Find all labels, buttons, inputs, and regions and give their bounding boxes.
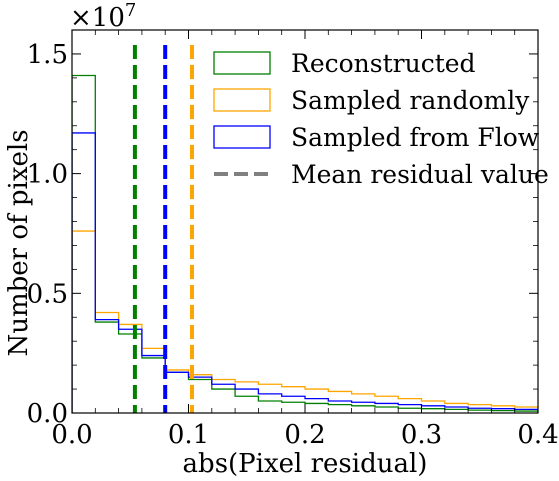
mean-lines — [132, 45, 194, 413]
legend: Reconstructed Sampled randomly Sampled fro… — [213, 49, 549, 189]
legend-entry-1: Sampled randomly — [213, 86, 530, 115]
x-tick-label-1: 0.1 — [168, 420, 209, 450]
x-tick-label-2: 0.2 — [284, 420, 325, 450]
y-tick-label-0: 0.0 — [27, 399, 68, 429]
x-tick-label-4: 0.4 — [517, 420, 558, 450]
y-tick-label-1: 0.5 — [27, 279, 68, 309]
x-axis-label: abs(Pixel residual) — [183, 449, 428, 479]
legend-entry-0: Reconstructed — [213, 49, 476, 78]
legend-swatch-1 — [213, 88, 271, 112]
x-tick-label-3: 0.3 — [401, 420, 442, 450]
y-multiplier-base: ×10 — [70, 3, 125, 33]
x-tick-label-0: 0.0 — [51, 420, 92, 450]
y-axis-label: Number of pixels — [4, 129, 34, 356]
ticks: 0.0 0.1 0.2 0.3 0.4 0.0 0.5 1.0 1.5 — [27, 29, 559, 450]
series-sampled-randomly — [72, 230, 538, 413]
y-multiplier-exponent: 7 — [125, 0, 136, 21]
legend-swatch-0 — [213, 51, 271, 75]
legend-label-3: Mean residual value — [291, 160, 549, 189]
legend-label-2: Sampled from Flow — [291, 123, 540, 152]
legend-entry-3: Mean residual value — [214, 160, 549, 189]
legend-label-0: Reconstructed — [291, 49, 476, 78]
y-tick-label-2: 1.0 — [27, 160, 68, 190]
legend-entry-2: Sampled from Flow — [213, 123, 540, 152]
series-sampled-from-flow — [72, 132, 538, 413]
legend-label-1: Sampled randomly — [291, 86, 530, 115]
y-tick-label-3: 1.5 — [27, 40, 68, 70]
y-multiplier: ×107 — [70, 0, 136, 33]
legend-swatch-2 — [213, 125, 271, 149]
